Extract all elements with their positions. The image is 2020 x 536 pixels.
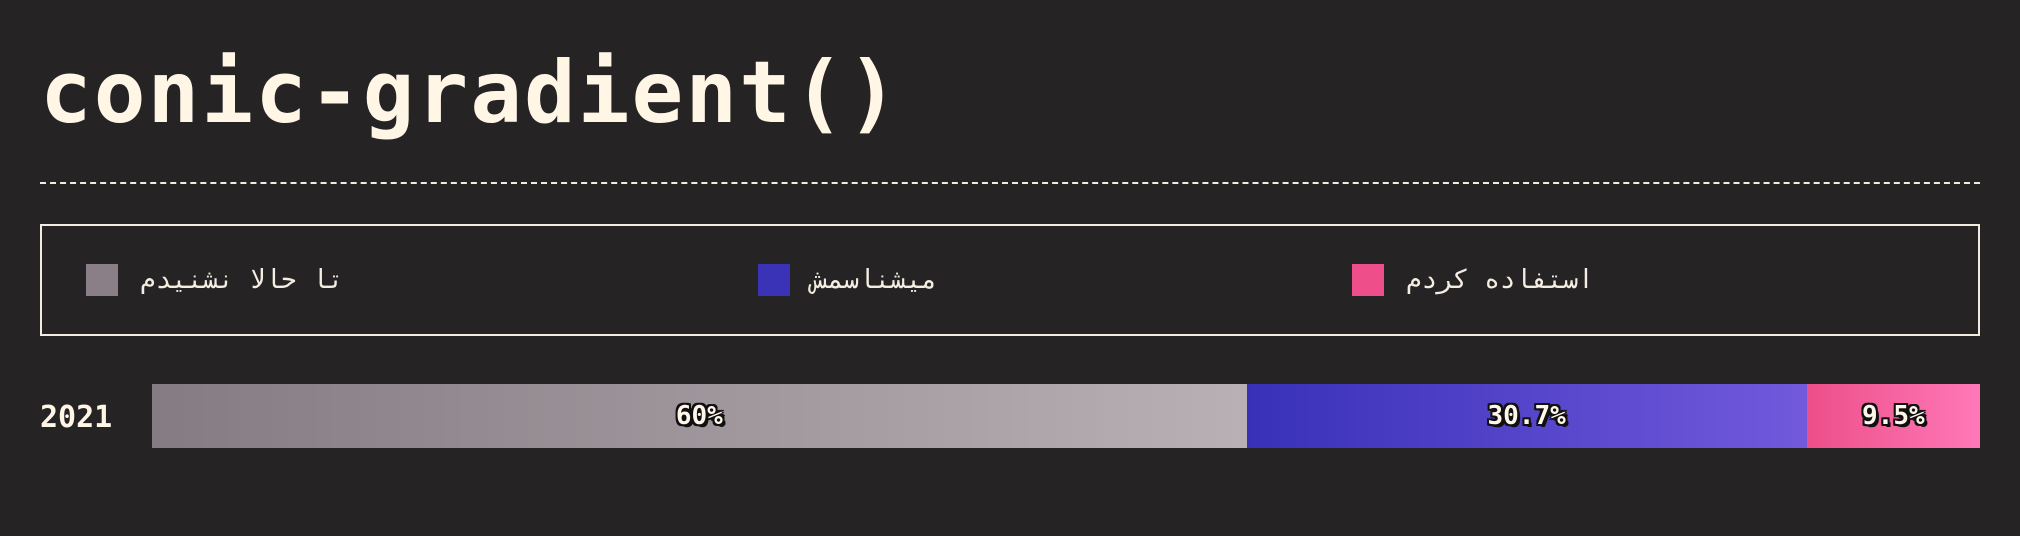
legend-item-never-heard: تا حالا نشنیدم: [86, 226, 344, 334]
bar-segment-used-it: 9.5%: [1806, 384, 1980, 448]
legend-swatch-used-it: [1352, 264, 1384, 296]
legend-label-used-it: استفاده کردم: [1406, 265, 1594, 295]
bar-value-label: 30.7%: [1487, 401, 1566, 431]
category-label-2021: 2021: [40, 400, 113, 435]
legend-item-know-it: میشناسمش: [758, 226, 937, 334]
chart-title: conic-gradient(): [40, 43, 901, 143]
legend-swatch-never-heard: [86, 264, 118, 296]
bar-value-label: 60%: [675, 401, 723, 431]
legend: تا حالا نشنیدم میشناسمش استفاده کردم: [40, 224, 1980, 336]
legend-label-know-it: میشناسمش: [812, 265, 938, 295]
legend-item-used-it: استفاده کردم: [1352, 226, 1594, 334]
stacked-bar-2021: 60% 30.7% 9.5%: [152, 384, 1980, 448]
legend-label-never-heard: تا حالا نشنیدم: [140, 265, 344, 295]
bar-segment-never-heard: 60%: [152, 384, 1247, 448]
bar-value-label: 9.5%: [1862, 401, 1925, 431]
legend-swatch-know-it: [758, 264, 790, 296]
bar-segment-know-it: 30.7%: [1246, 384, 1807, 448]
dashed-divider: [40, 182, 1980, 184]
